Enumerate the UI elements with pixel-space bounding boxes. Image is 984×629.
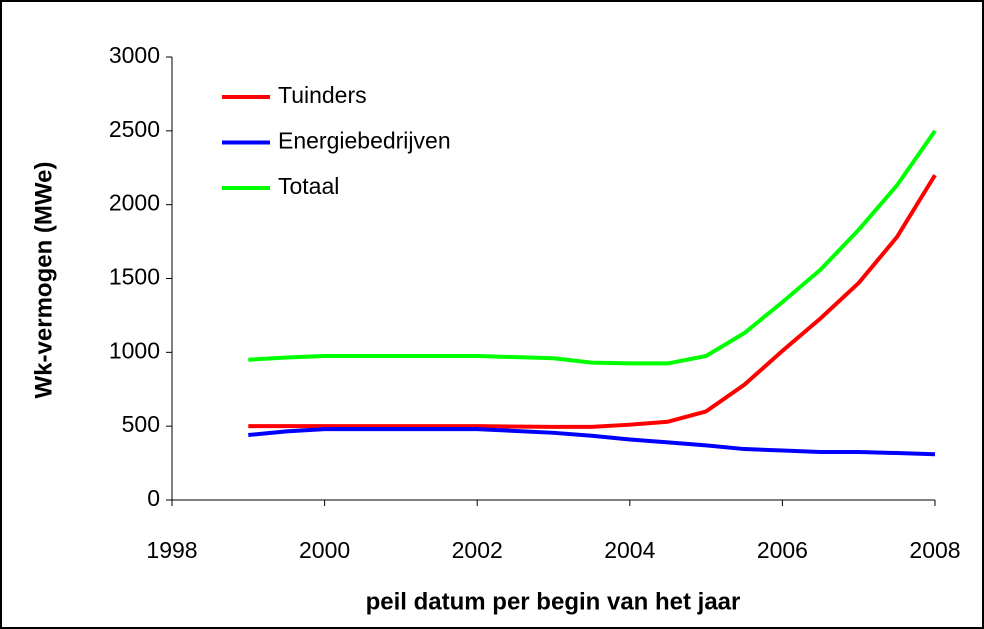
x-tick-label: 2006 — [757, 537, 808, 563]
y-tick-label: 0 — [147, 485, 160, 511]
legend-label: Energiebedrijven — [278, 128, 451, 154]
legend-label: Tuinders — [278, 82, 367, 108]
y-tick-label: 1500 — [109, 264, 160, 290]
y-tick-label: 2000 — [109, 190, 160, 216]
y-tick-label: 2500 — [109, 116, 160, 142]
y-tick-label: 1000 — [109, 337, 160, 363]
x-tick-label: 1998 — [146, 537, 197, 563]
y-tick-label: 500 — [122, 411, 160, 437]
x-axis-label: peil datum per begin van het jaar — [366, 588, 741, 615]
y-tick-label: 3000 — [109, 42, 160, 68]
x-tick-label: 2008 — [909, 537, 960, 563]
x-tick-label: 2004 — [604, 537, 655, 563]
legend-label: Totaal — [278, 173, 339, 199]
series-line — [248, 129, 937, 366]
series-line — [248, 174, 937, 429]
x-tick-label: 2002 — [452, 537, 503, 563]
x-tick-label: 2000 — [299, 537, 350, 563]
series-line — [248, 427, 936, 457]
y-axis-label: Wk-vermogen (MWe) — [30, 162, 57, 399]
